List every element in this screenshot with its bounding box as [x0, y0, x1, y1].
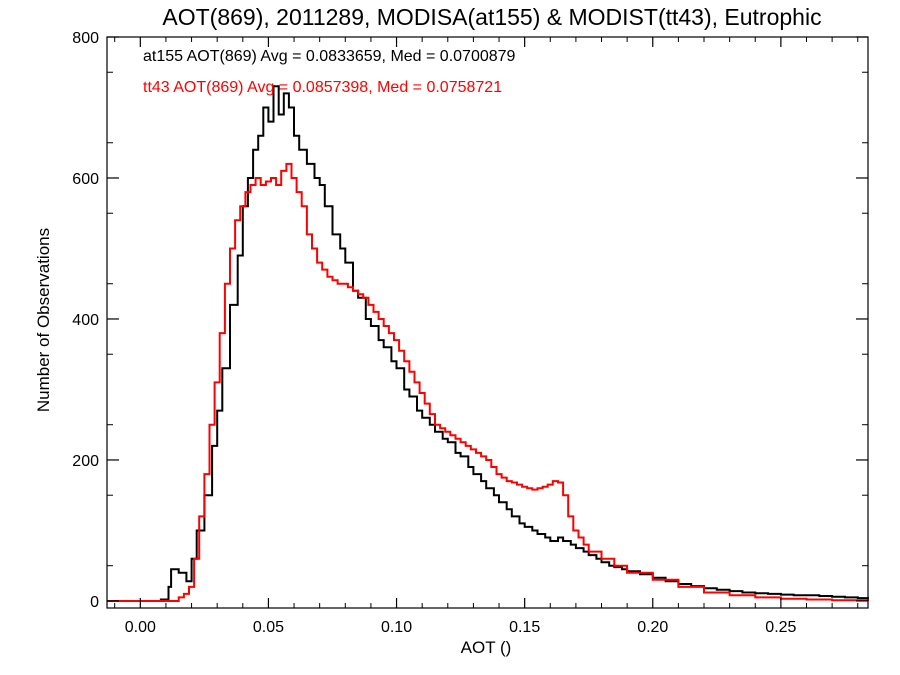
x-axis-label: AOT () — [461, 638, 512, 657]
x-tick-label: 0.05 — [253, 619, 284, 636]
y-tick-label: 0 — [90, 594, 99, 611]
y-tick-label: 200 — [72, 453, 99, 470]
x-tick-label: 0.25 — [765, 619, 796, 636]
axes-layer: 0.00 0.05 0.10 0.15 0.20 0.25 0 200 400 600 800 — [72, 30, 869, 636]
series-line-1 — [107, 162, 869, 602]
x-tick-label: 0.00 — [125, 619, 156, 636]
series-line-0 — [107, 85, 869, 602]
series-layer — [107, 85, 869, 602]
annotation-at155: at155 AOT(869) Avg = 0.0833659, Med = 0.… — [143, 48, 516, 65]
annotation-tt43: tt43 AOT(869) Avg = 0.0857398, Med = 0.0… — [143, 79, 502, 96]
y-tick-label: 400 — [72, 312, 99, 329]
plot-frame — [106, 36, 869, 609]
y-tick-label: 600 — [72, 171, 99, 188]
y-tick-label: 800 — [72, 30, 99, 47]
y-axis-label: Number of Observations — [34, 228, 53, 412]
x-tick-label: 0.15 — [509, 619, 540, 636]
chart-title: AOT(869), 2011289, MODISA(at155) & MODIS… — [162, 4, 821, 30]
x-tick-label: 0.20 — [637, 619, 668, 636]
x-tick-label: 0.10 — [381, 619, 412, 636]
